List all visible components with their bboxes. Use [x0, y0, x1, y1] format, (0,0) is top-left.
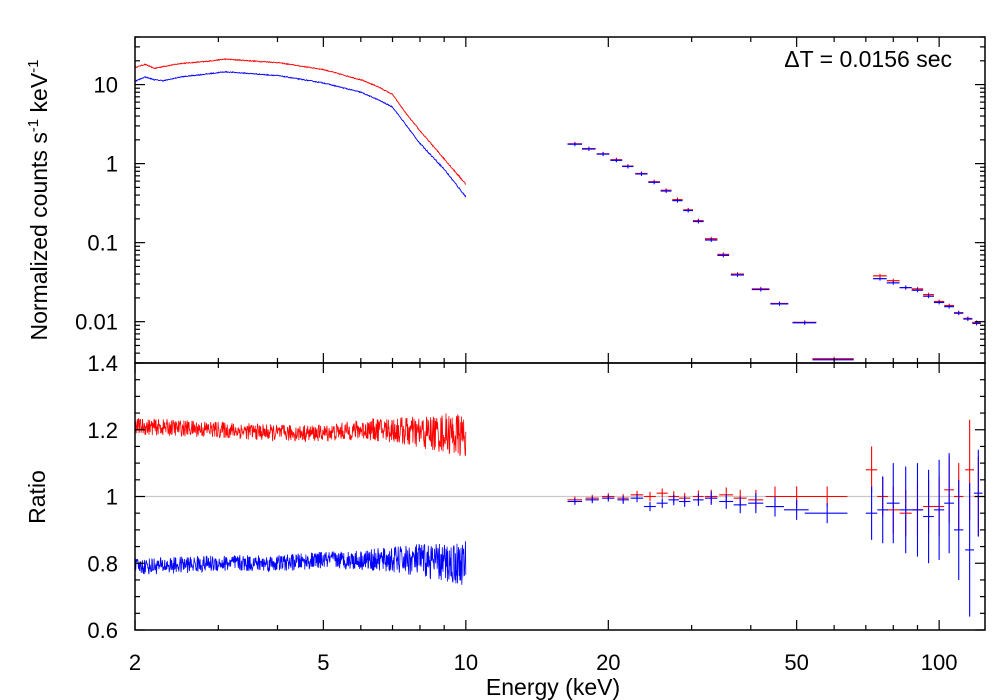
- ratio-trace-0: [134, 413, 467, 456]
- spectrum-frame: [134, 36, 986, 364]
- y-tick-label-bot-0: 1.4: [87, 351, 118, 376]
- axes-layer: 2 5 10 20 50 100 10 1 0.1 0.01 1.4 1.2 1 0.8 0.6: [75, 36, 986, 675]
- y-tick-label-bot-1: 1.2: [87, 418, 118, 443]
- x-axis-label: Energy (keV): [486, 674, 620, 700]
- x-tick-label-2: 2: [129, 650, 141, 675]
- ratio-trace-1: [134, 541, 467, 585]
- y-tick-label-bot-2: 1: [106, 485, 118, 510]
- y-tick-label-bot-3: 0.8: [87, 551, 118, 576]
- spectrum-marks: [134, 58, 981, 362]
- x-tick-label-50: 50: [784, 650, 808, 675]
- spectrum-y-axis-label: Normalized counts s-1 keV-1: [25, 59, 52, 340]
- y-label-exp2: -1: [25, 59, 42, 72]
- y-label-exp1: -1: [25, 119, 42, 132]
- ratio-marks: [134, 413, 985, 617]
- ratio-y-axis-label: Ratio: [24, 470, 50, 524]
- y-tick-label-top-1: 1: [106, 152, 118, 177]
- spectrum-trace-1: [134, 70, 467, 198]
- exposure-annotation: ΔT = 0.0156 sec: [784, 46, 952, 72]
- y-tick-label-top-3: 0.01: [75, 310, 118, 335]
- x-tick-label-10: 10: [454, 650, 478, 675]
- x-tick-label-5: 5: [317, 650, 329, 675]
- y-tick-label-top-0: 10: [94, 73, 118, 98]
- y-label-mid: keV: [26, 72, 52, 119]
- y-tick-label-top-2: 0.1: [87, 231, 118, 256]
- spectrum-trace-0: [134, 58, 467, 185]
- y-tick-label-bot-4: 0.6: [87, 618, 118, 643]
- y-label-base: Normalized counts s: [26, 132, 52, 340]
- x-tick-label-20: 20: [596, 650, 620, 675]
- x-tick-label-100: 100: [921, 650, 958, 675]
